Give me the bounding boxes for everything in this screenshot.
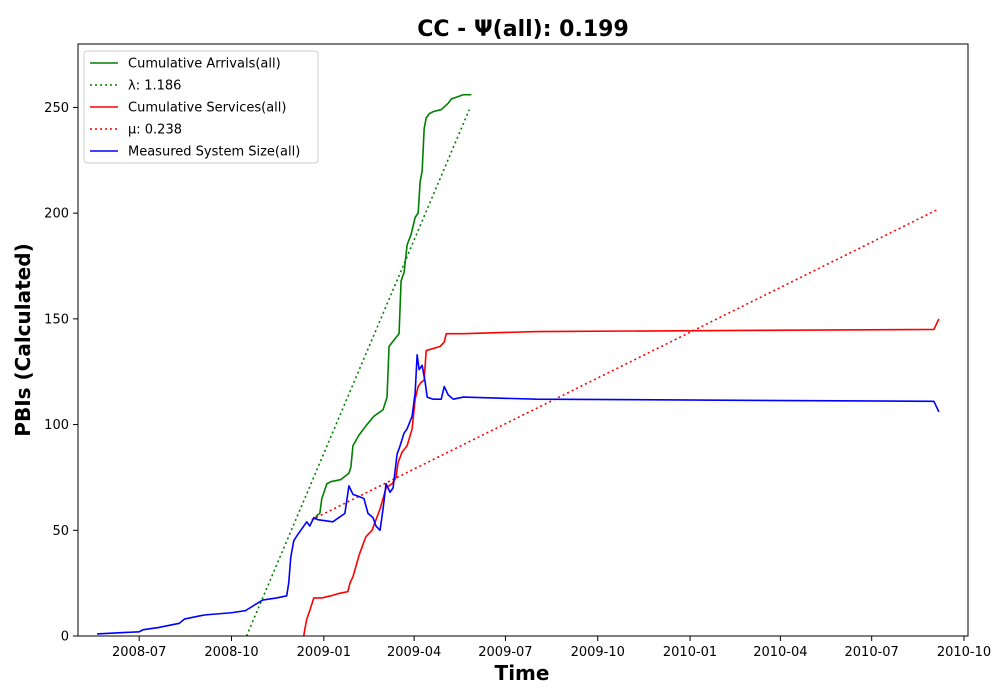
legend-entry-label: λ: 1.186 [128,79,181,94]
x-axis: 2008-07 2008-10 2009-01 2009-04 2009-07 2009-… [112,636,991,660]
x-tick-label: 2008-07 [112,645,166,660]
x-tick-label: 2010-01 [663,645,717,660]
series-line-1 [245,109,471,636]
legend-items: Cumulative Arrivals(all) λ: 1.186 Cumulati… [90,57,300,160]
series-line-0 [314,93,472,521]
chart-title: CC - Ψ(all): 0.199 [417,17,629,42]
y-tick-label: 100 [44,418,69,433]
x-tick-label: 2008-10 [204,645,258,660]
x-tick-label: 2009-04 [387,645,441,660]
legend-entry-label: Cumulative Services(all) [128,101,286,116]
x-tick-label: 2010-07 [845,645,899,660]
x-tick-label: 2009-01 [297,645,351,660]
y-axis: 0 50 100 150 200 250 [44,101,78,645]
legend-box [83,50,319,164]
plot-area [77,43,969,637]
legend: Cumulative Arrivals(all) λ: 1.186 Cumulati… [83,50,319,164]
series-line-3 [311,208,940,521]
y-tick-label: 0 [61,630,69,645]
legend-entry-label: Measured System Size(all) [128,145,300,160]
plot-frame [77,43,969,637]
x-axis-label: Time [495,661,550,685]
legend-entry-label: Cumulative Arrivals(all) [128,57,281,72]
x-tick-label: 2009-07 [478,645,532,660]
y-tick-label: 250 [44,101,69,116]
y-tick-label: 200 [44,207,69,222]
series-line-4 [97,353,940,635]
series-layer [97,93,940,636]
legend-entry-label: μ: 0.238 [128,123,182,138]
x-tick-label: 2010-10 [937,645,991,660]
y-tick-label: 150 [44,312,69,327]
x-tick-label: 2009-10 [571,645,625,660]
y-tick-label: 50 [52,524,69,539]
x-tick-label: 2010-04 [753,645,807,660]
y-axis-label: PBIs (Calculated) [11,243,35,436]
